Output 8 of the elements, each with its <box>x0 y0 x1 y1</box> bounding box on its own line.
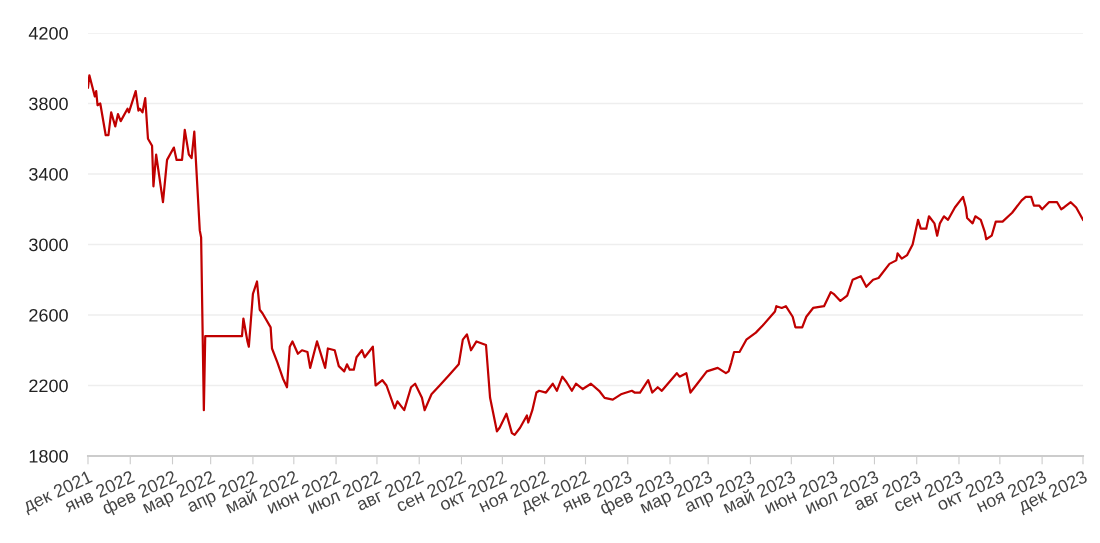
y-tick-label: 3000 <box>29 238 68 252</box>
y-tick-label: 3800 <box>29 97 68 111</box>
line-series <box>88 74 1083 436</box>
y-tick-label: 2200 <box>29 379 68 393</box>
y-tick-label: 1800 <box>29 449 68 463</box>
y-tick-label: 3400 <box>29 167 68 181</box>
y-tick-label: 4200 <box>28 26 68 40</box>
y-tick-label: 2600 <box>29 308 68 322</box>
